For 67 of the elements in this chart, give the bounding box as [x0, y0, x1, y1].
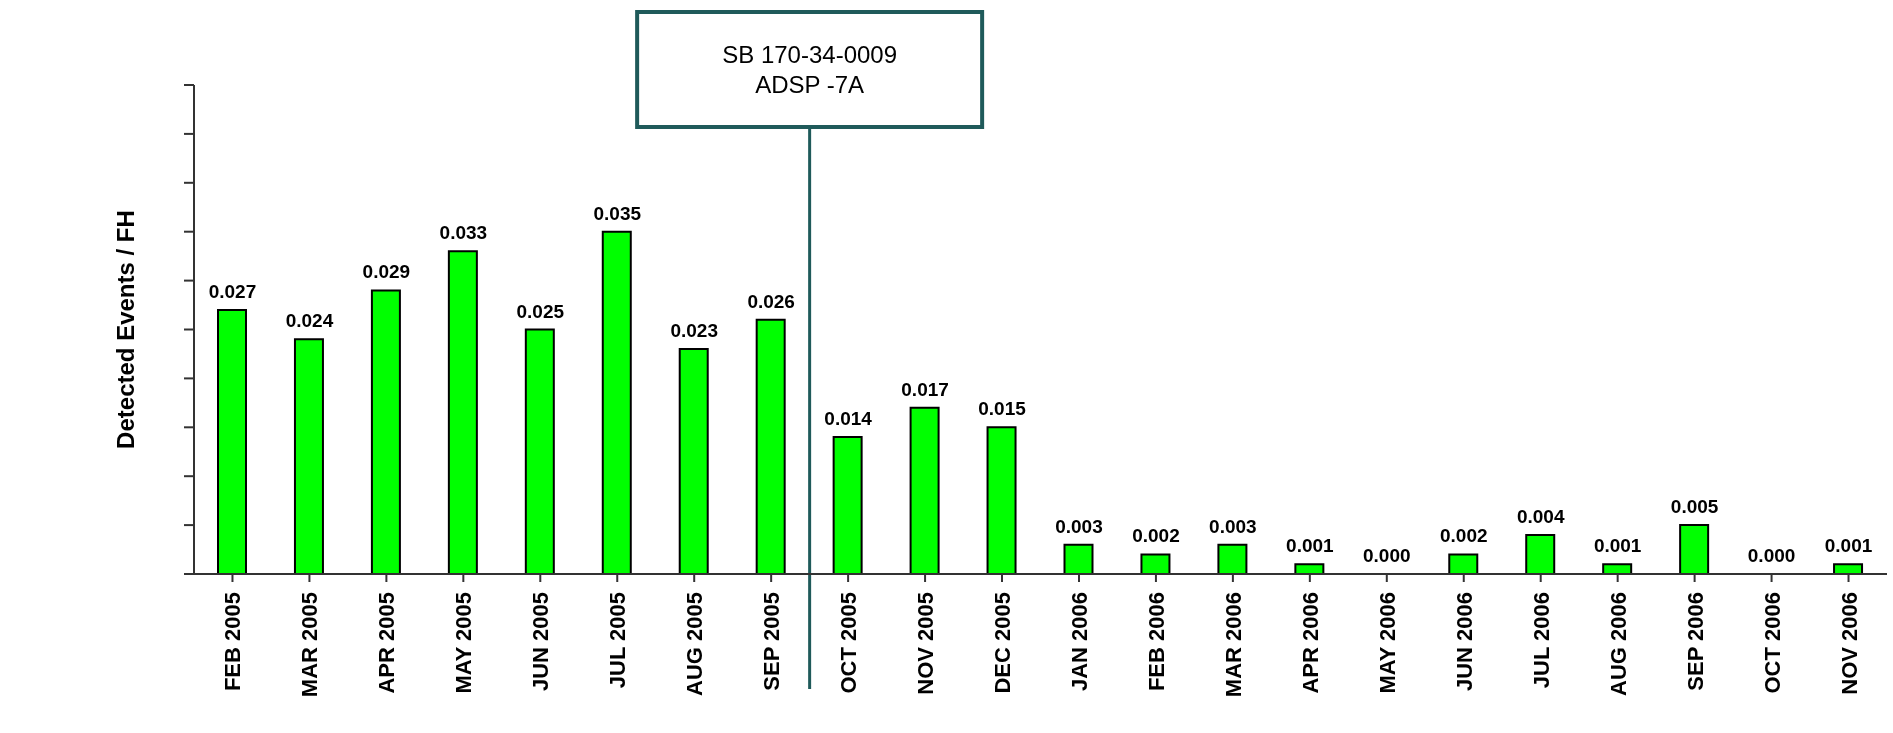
data-label: 0.004 — [1516, 505, 1565, 527]
bar — [678, 348, 709, 574]
x-tick-label: DEC 2005 — [990, 592, 1016, 694]
data-label: 0.035 — [593, 202, 642, 224]
data-label: 0.001 — [1824, 535, 1873, 557]
bar — [447, 250, 478, 574]
bar — [217, 308, 247, 574]
bar — [1140, 553, 1171, 574]
x-tick-label: FEB 2005 — [220, 592, 246, 692]
data-label: 0.000 — [1363, 545, 1411, 566]
data-label: 0.000 — [1747, 545, 1796, 566]
x-tick-label: NOV 2006 — [1836, 592, 1862, 695]
x-tick-label: JAN 2006 — [1066, 592, 1092, 692]
data-label: 0.003 — [1209, 515, 1257, 537]
ref-line-label: SB 170-34-0009 ADSP -7A — [722, 40, 898, 98]
bar — [601, 230, 632, 574]
data-label: 0.023 — [670, 320, 718, 342]
bar — [832, 436, 863, 574]
data-label: 0.026 — [747, 290, 795, 312]
bar — [1679, 524, 1710, 574]
callout-box: SB 170-34-0009 ADSP -7A — [635, 10, 985, 129]
x-tick-label: JUL 2005 — [605, 592, 631, 689]
data-label: 0.029 — [362, 261, 411, 283]
x-tick-label: FEB 2006 — [1143, 592, 1169, 692]
bar — [755, 318, 786, 574]
bar — [1217, 543, 1248, 574]
x-tick-label: APR 2005 — [374, 592, 400, 694]
x-tick-label: NOV 2005 — [913, 592, 939, 695]
x-tick-label: APR 2006 — [1297, 592, 1323, 694]
x-tick-label: MAR 2006 — [1220, 592, 1246, 698]
data-label: 0.001 — [1286, 535, 1335, 557]
x-tick-label: JUN 2006 — [1451, 592, 1477, 692]
bar — [1063, 543, 1094, 574]
x-tick-label: OCT 2005 — [836, 592, 862, 694]
y-axis-title: Detected Events / FH — [111, 210, 139, 449]
bar — [370, 289, 401, 574]
x-tick-label: AUG 2005 — [682, 592, 708, 696]
x-tick-label: MAR 2005 — [297, 592, 323, 698]
bar — [293, 338, 324, 574]
data-label: 0.003 — [1055, 515, 1103, 537]
data-label: 0.002 — [1132, 525, 1180, 547]
x-tick-label: OCT 2006 — [1759, 592, 1785, 694]
x-tick-label: MAY 2005 — [451, 592, 477, 694]
data-label: 0.001 — [1593, 535, 1642, 557]
bar — [1833, 563, 1864, 574]
x-tick-label: SEP 2005 — [759, 592, 785, 691]
x-tick-label: MAY 2006 — [1374, 592, 1400, 694]
data-label: 0.033 — [439, 222, 488, 244]
bar — [909, 406, 940, 574]
data-label: 0.017 — [901, 378, 949, 400]
x-tick-label: AUG 2006 — [1605, 592, 1631, 696]
bar — [1525, 533, 1556, 574]
x-tick-label: JUN 2005 — [528, 592, 554, 692]
data-label: 0.014 — [824, 408, 873, 430]
bar — [1602, 563, 1633, 574]
bar — [1448, 553, 1479, 574]
bar — [986, 426, 1017, 574]
data-label: 0.024 — [285, 310, 334, 332]
data-label: 0.005 — [1670, 496, 1719, 518]
bar — [1294, 563, 1325, 574]
data-label: 0.015 — [978, 398, 1027, 420]
bar — [524, 328, 555, 574]
x-tick-label: JUL 2006 — [1528, 592, 1554, 689]
x-tick-label: SEP 2006 — [1682, 592, 1708, 691]
data-label: 0.025 — [516, 300, 565, 322]
data-label: 0.027 — [208, 280, 257, 302]
data-label: 0.002 — [1439, 525, 1488, 547]
